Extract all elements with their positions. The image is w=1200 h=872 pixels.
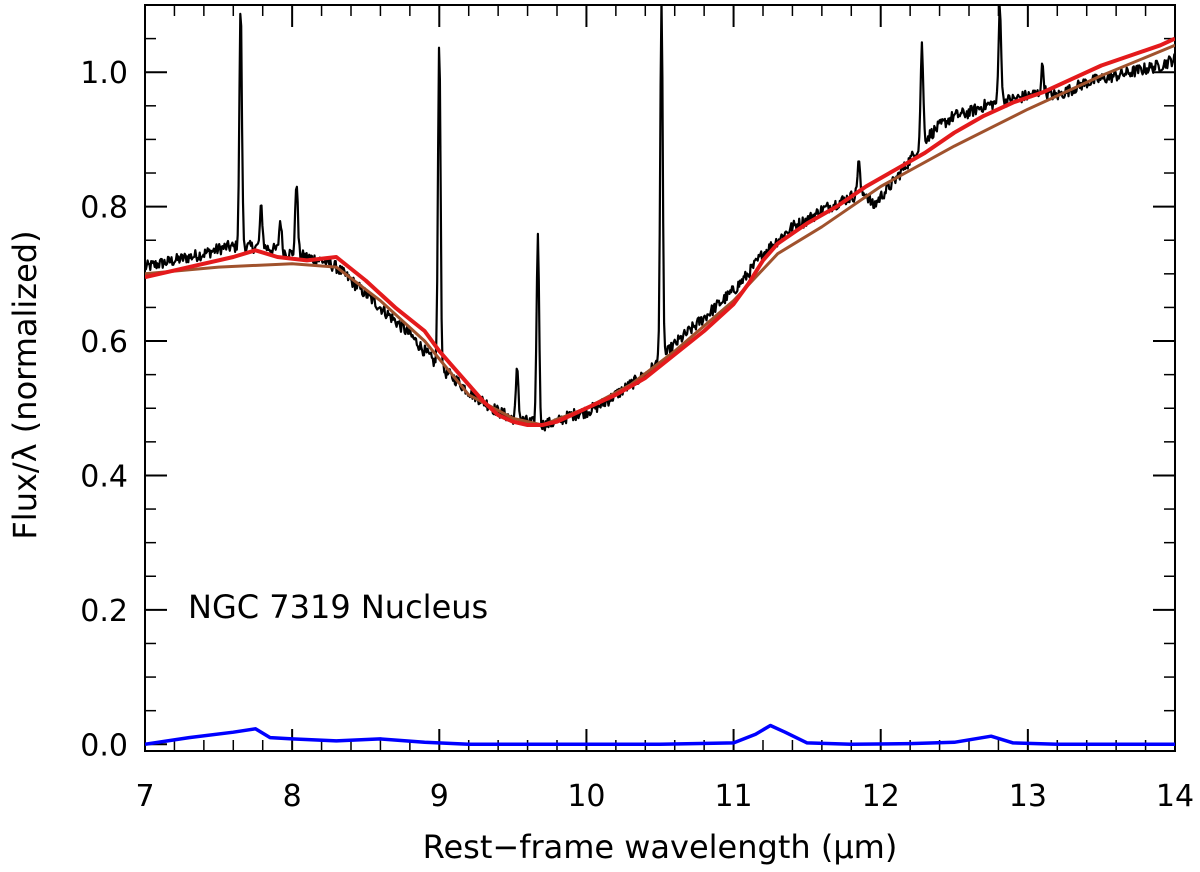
pah-component-line [145, 723, 1175, 747]
observed-spectrum-line [145, 5, 1175, 432]
y-tick-label: 1.0 [80, 56, 128, 91]
plot-frame [144, 4, 1176, 752]
x-tick-label: 7 [135, 779, 154, 814]
y-tick-label: 0.4 [80, 459, 128, 494]
x-tick-label: 14 [1156, 779, 1194, 814]
x-tick-label: 11 [714, 779, 752, 814]
x-axis-title: Rest−frame wavelength (μm) [423, 828, 898, 866]
series-layer [145, 5, 1175, 747]
y-tick-label: 0.0 [80, 728, 128, 763]
x-tick-label: 9 [430, 779, 449, 814]
model-fit-line [145, 36, 1175, 427]
x-tick-label: 8 [283, 779, 302, 814]
x-tick-label: 12 [862, 779, 900, 814]
y-tick-label: 0.6 [80, 325, 128, 360]
x-tick-label: 13 [1009, 779, 1047, 814]
y-tick-label: 0.8 [80, 191, 128, 226]
y-tick-label: 0.2 [80, 594, 128, 629]
y-axis-title: Flux/λ (normalized) [6, 230, 44, 539]
chart-annotation: NGC 7319 Nucleus [188, 588, 488, 626]
axis-tick-labels: 7 8 9 10 11 12 13 14 0.0 0.2 0.4 0.6 0.8 1.0 [80, 56, 1194, 814]
x-tick-label: 10 [567, 779, 605, 814]
